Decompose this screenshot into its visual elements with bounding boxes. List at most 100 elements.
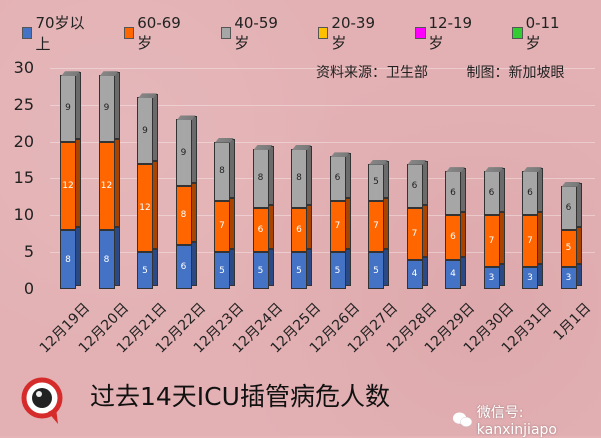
bar-segment: 5 [137, 252, 153, 289]
legend: 70岁以上 60-69岁 40-59岁 20-39岁 12-19岁 0-11岁 [22, 12, 601, 54]
bar-segment: 7 [522, 215, 538, 267]
bar-side [499, 168, 505, 213]
bar-segment: 5 [214, 252, 230, 289]
legend-swatch [123, 27, 135, 39]
legend-label: 12-19岁 [428, 13, 473, 52]
legend-swatch [415, 27, 426, 39]
bar-segment: 8 [214, 141, 230, 201]
bar-top [292, 145, 311, 150]
bar-segment: 7 [368, 200, 384, 253]
source-text: 资料来源：卫生部 [316, 65, 428, 81]
bar-segment: 3 [560, 266, 577, 289]
bar-segment: 5 [252, 252, 269, 289]
legend-label: 20-39岁 [331, 13, 376, 52]
legend-swatch [317, 27, 329, 39]
bar-segment: 8 [98, 230, 115, 289]
bar-segment: 5 [368, 163, 384, 201]
bar-segment: 5 [291, 252, 307, 289]
bar-segment: 9 [98, 75, 115, 142]
bar-segment: 3 [483, 266, 500, 289]
bar-segment: 4 [445, 259, 461, 289]
bar-top [408, 160, 427, 165]
bar-segment: 6 [175, 244, 192, 289]
bar-segment: 7 [329, 200, 346, 253]
bar-segment: 9 [60, 75, 76, 142]
bar-top [254, 145, 273, 150]
bar-segment: 6 [560, 185, 577, 231]
y-tick-label: 10 [13, 205, 34, 225]
bar-side [76, 138, 81, 228]
bar-segment: 6 [406, 163, 423, 208]
legend-swatch [220, 27, 232, 39]
bar-side [384, 197, 389, 250]
bar-segment: 4 [406, 259, 423, 289]
legend-item: 12-19岁 [415, 12, 478, 54]
y-tick-label: 0 [23, 279, 34, 298]
legend-label: 70岁以上 [35, 14, 85, 53]
bar-side [153, 249, 158, 286]
bar-segment: 12 [60, 141, 76, 231]
made-by-text: 制图：新加坡眼 [466, 65, 565, 81]
bar-side [499, 263, 505, 286]
wechat-icon [452, 412, 473, 427]
legend-item: 20-39岁 [317, 12, 381, 54]
bar-segment: 8 [175, 185, 192, 245]
gridline [50, 252, 595, 254]
legend-swatch [512, 27, 523, 39]
bar-segment: 5 [368, 252, 384, 289]
gridline [50, 141, 595, 143]
bar-segment: 8 [60, 230, 76, 289]
bar-side [345, 249, 351, 286]
bar-side [230, 249, 235, 286]
wechat-text: 微信号: kanxinjiapo [476, 405, 557, 438]
y-tick-label: 30 [13, 57, 34, 77]
bar-side [307, 249, 312, 286]
bar-side [230, 197, 235, 250]
bar-side [268, 204, 274, 250]
y-tick-label: 5 [23, 242, 34, 262]
bar-side [576, 182, 582, 228]
bar-side [307, 145, 312, 205]
bar-top [100, 71, 119, 76]
bar-side [538, 212, 543, 264]
gridline [50, 215, 595, 217]
bar-side [230, 138, 235, 198]
bar-side [153, 160, 158, 250]
bar-top [331, 152, 350, 157]
legend-item: 40-59岁 [220, 12, 284, 54]
gridline [50, 67, 595, 69]
bar-side [191, 116, 197, 183]
bar-side [422, 256, 428, 286]
y-tick-label: 15 [13, 168, 34, 188]
bar-side [422, 204, 428, 257]
y-tick-label: 20 [13, 131, 34, 151]
bar-side [538, 168, 543, 213]
bar-segment: 5 [560, 230, 577, 267]
bar-top [369, 160, 388, 165]
legend-item: 0-11岁 [512, 12, 567, 54]
bar-side [153, 94, 158, 161]
bar-top [446, 167, 465, 172]
bar-side [576, 227, 582, 264]
y-tick-label: 25 [13, 94, 34, 114]
bar-segment: 6 [483, 171, 500, 216]
bar-side [307, 204, 312, 250]
legend-item: 70岁以上 [22, 12, 90, 54]
source-note: 资料来源：卫生部 制图：新加坡眼 [316, 62, 598, 82]
bar-side [499, 212, 505, 264]
bar-segment: 7 [214, 200, 230, 253]
bar-side [384, 249, 389, 286]
bar-segment: 7 [483, 215, 500, 267]
bar-side [461, 168, 466, 213]
legend-label: 0-11岁 [525, 13, 560, 52]
bar-segment: 6 [329, 156, 346, 201]
bar-side [114, 72, 120, 139]
bar-top [215, 138, 234, 143]
wechat-id: 微信号: kanxinjiapo [452, 402, 601, 438]
bar-segment: 12 [98, 141, 115, 231]
legend-label: 60-69岁 [137, 13, 181, 52]
bar-side [461, 212, 466, 257]
bar-side [538, 263, 543, 286]
bar-side [422, 160, 428, 205]
chart-footer-title: 过去14天ICU插管病危人数 [90, 382, 390, 411]
